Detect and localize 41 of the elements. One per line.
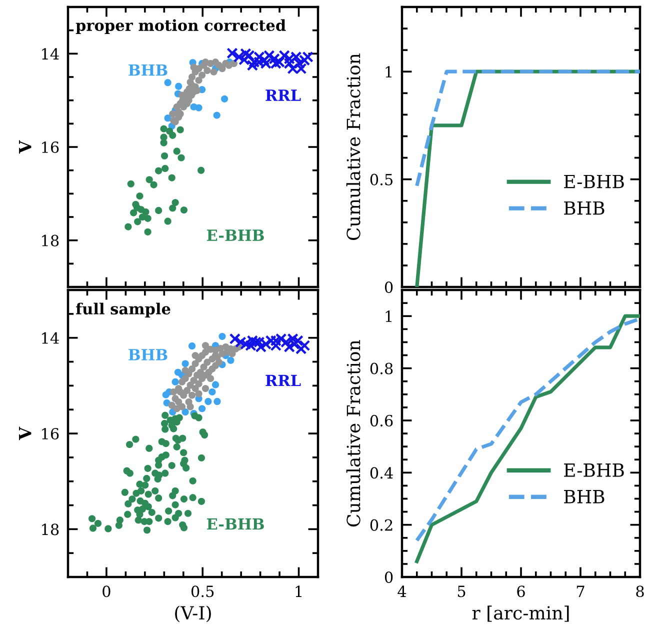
x-tick-label: 5: [458, 586, 466, 598]
y-tick-label: 0.4: [370, 467, 393, 479]
y-tick-label: 0: [384, 281, 393, 294]
legend-label: BHB: [564, 201, 604, 215]
y-tick-label: 16: [42, 141, 59, 154]
y-tick-label: 0.5: [370, 174, 392, 186]
y-tick-label: 1: [386, 66, 392, 78]
series-label: E-BHB: [206, 518, 264, 530]
x-axis-title: (V-I): [175, 606, 211, 622]
y-axis-title: V: [19, 426, 32, 440]
x-tick-label: 8: [636, 586, 644, 598]
y-tick-label: 0.8: [370, 362, 393, 374]
y-axis-title: Cumulative Fraction: [346, 340, 360, 526]
series-label: BHB: [128, 349, 168, 360]
annotation: proper motion corrected: [76, 19, 286, 34]
series-label: E-BHB: [206, 230, 264, 241]
x-axis-title: r [arc-min]: [472, 606, 569, 622]
annotation: full sample: [76, 302, 170, 318]
legend-label: E-BHB: [564, 464, 624, 477]
y-tick-label: 0.6: [370, 414, 393, 426]
legend-label: E-BHB: [564, 174, 624, 188]
x-tick-label: 7: [576, 586, 584, 597]
y-tick-label: 18: [42, 524, 59, 536]
series-label: RRL: [266, 374, 301, 386]
y-tick-label: 16: [42, 428, 59, 440]
legend-label: BHB: [564, 490, 604, 504]
y-tick-label: 14: [42, 332, 59, 344]
x-tick-label: 6: [517, 586, 525, 598]
y-tick-label: 14: [42, 48, 59, 60]
x-tick-label: 4: [398, 586, 406, 597]
y-axis-title: V: [19, 140, 32, 154]
y-tick-label: 0: [384, 571, 393, 584]
y-tick-label: 18: [42, 234, 59, 246]
series-label: RRL: [266, 90, 301, 101]
y-tick-label: 1: [386, 310, 392, 322]
y-axis-title: Cumulative Fraction: [346, 54, 360, 240]
x-tick-label: 1: [296, 586, 302, 597]
series-label: BHB: [128, 64, 168, 76]
x-tick-label: 0.5: [191, 586, 214, 598]
y-tick-label: 0.2: [370, 519, 392, 531]
x-tick-label: 0: [102, 586, 110, 598]
